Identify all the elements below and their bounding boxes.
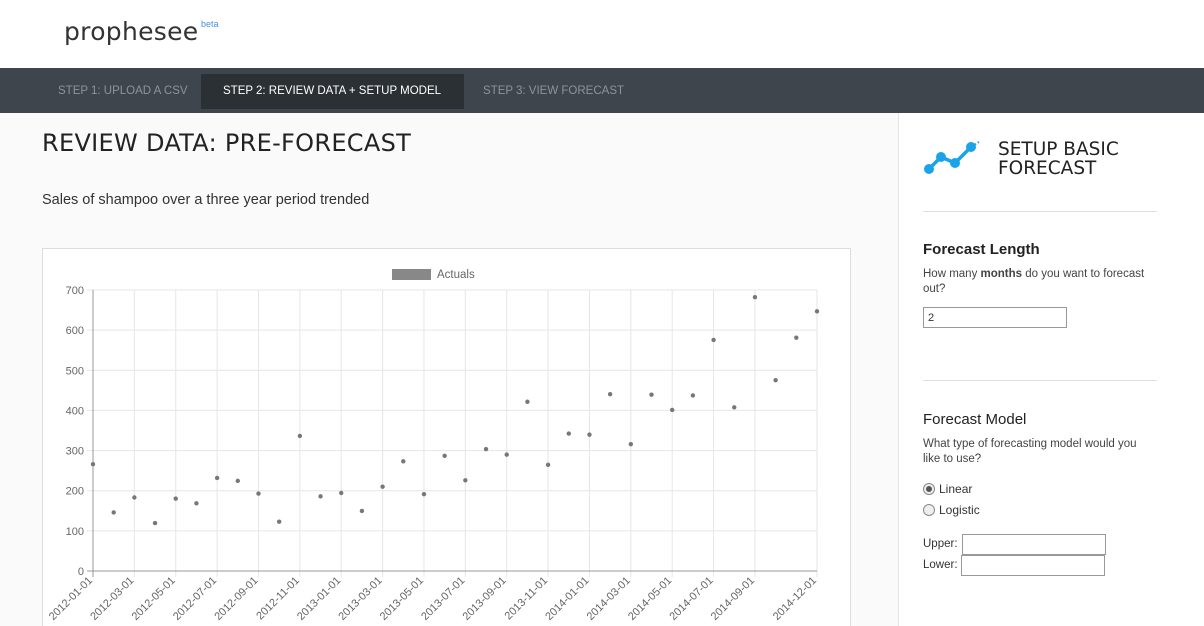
x-tick-label: 2014-12-01	[771, 575, 819, 623]
forecast-model-heading: Forecast Model	[923, 411, 1027, 428]
chart-card: 700 600 500 400 300 200 100 0 2012-01-01 2012-03-…	[42, 248, 851, 626]
question-text: do you want to forecast out?	[923, 268, 1145, 295]
radio-label: Logistic	[939, 503, 980, 517]
main-content: REVIEW DATA: PRE-FORECAST Sales of shamp…	[0, 113, 898, 626]
question-text: How many	[923, 268, 981, 280]
sidebar-title: SETUP BASIC FORECAST	[998, 139, 1119, 179]
data-point	[566, 431, 571, 436]
forecast-length-heading: Forecast Length	[923, 241, 1040, 258]
lower-bound-input[interactable]	[961, 555, 1105, 576]
radio-logistic[interactable]: Logistic	[923, 503, 980, 517]
data-point	[173, 496, 178, 501]
data-point	[256, 491, 261, 496]
x-tick-label: 2012-05-01	[130, 575, 178, 623]
data-point	[504, 452, 509, 457]
divider	[923, 211, 1157, 212]
data-point	[421, 491, 427, 497]
data-point	[194, 501, 199, 506]
x-tick-label: 2013-05-01	[378, 575, 426, 623]
data-point	[628, 441, 634, 447]
data-point	[318, 494, 323, 499]
upper-label: Upper:	[923, 538, 958, 550]
x-tick-label: 2013-07-01	[419, 575, 467, 623]
brand-logo[interactable]: prophesee	[64, 17, 199, 46]
divider	[923, 380, 1157, 381]
x-tick-label: 2014-09-01	[709, 575, 757, 623]
data-point	[607, 392, 613, 397]
top-bar: prophesee beta	[0, 0, 1204, 68]
x-tick-label: 2012-07-01	[171, 575, 219, 623]
data-point	[359, 508, 365, 514]
step-nav: STEP 1: UPLOAD A CSV STEP 2: REVIEW DATA…	[0, 68, 1204, 113]
actuals-scatter-chart: 700 600 500 400 300 200 100 02012-01-012012-03-…	[47, 269, 820, 623]
x-tick-label: 2012-01-01	[47, 575, 95, 623]
data-point	[525, 399, 530, 404]
y-tick-label: 500	[66, 365, 84, 377]
setup-sidebar: SETUP BASIC FORECAST Forecast Length How…	[898, 113, 1204, 626]
y-tick-label: 400	[66, 405, 84, 417]
tab-step-1-upload[interactable]: STEP 1: UPLOAD A CSV	[58, 85, 188, 97]
data-point	[732, 405, 737, 410]
data-point	[380, 484, 385, 489]
data-point	[794, 335, 799, 340]
legend-swatch	[392, 269, 431, 280]
y-tick-label: 0	[78, 566, 84, 578]
data-point	[483, 446, 489, 452]
data-point	[132, 495, 137, 500]
data-point	[773, 378, 778, 383]
x-tick-label: 2012-09-01	[212, 575, 260, 623]
data-point	[545, 462, 551, 468]
data-description: Sales of shampoo over a three year perio…	[42, 192, 370, 208]
x-tick-label: 2012-03-01	[88, 575, 136, 623]
data-point	[649, 392, 654, 397]
x-tick-label: 2013-03-01	[336, 575, 384, 623]
data-point	[235, 478, 240, 484]
data-point	[152, 520, 158, 526]
forecast-length-question: How many months do you want to forecast …	[923, 267, 1153, 297]
x-tick-label: 2014-01-01	[543, 575, 591, 623]
data-point	[214, 475, 220, 481]
forecast-model-question: What type of forecasting model would you…	[923, 438, 1137, 465]
y-tick-label: 100	[66, 526, 84, 538]
data-point	[814, 309, 820, 314]
radio-linear[interactable]: Linear	[923, 482, 972, 496]
data-point	[401, 459, 406, 464]
data-point	[711, 337, 716, 343]
y-tick-label: 700	[66, 285, 84, 297]
x-tick-label: 2014-05-01	[626, 575, 674, 623]
beta-badge: beta	[201, 19, 219, 29]
y-tick-label: 300	[66, 446, 84, 458]
data-point	[297, 433, 303, 439]
page-title: REVIEW DATA: PRE-FORECAST	[42, 129, 412, 157]
tab-step-2-review[interactable]: STEP 2: REVIEW DATA + SETUP MODEL	[201, 74, 464, 109]
x-tick-label: 2014-07-01	[667, 575, 715, 623]
upper-bound-input[interactable]	[962, 534, 1106, 555]
x-tick-label: 2013-09-01	[461, 575, 509, 623]
radio-button[interactable]	[923, 504, 935, 516]
data-point	[587, 432, 592, 437]
lower-label: Lower:	[923, 559, 958, 571]
data-point	[442, 453, 447, 458]
question-emphasis: months	[980, 268, 1023, 280]
tab-step-3-forecast[interactable]: STEP 3: VIEW FORECAST	[483, 85, 625, 97]
data-point	[670, 407, 675, 413]
radio-label: Linear	[939, 482, 973, 496]
data-point	[752, 295, 758, 300]
data-point	[463, 478, 468, 483]
radio-button[interactable]	[923, 483, 935, 495]
data-point	[276, 519, 282, 524]
data-point	[90, 462, 96, 467]
data-point	[690, 393, 696, 398]
x-tick-label: 2014-03-01	[585, 575, 633, 623]
forecast-length-input[interactable]	[923, 307, 1067, 328]
legend-label: Actuals	[437, 269, 475, 281]
y-tick-label: 600	[66, 325, 84, 337]
x-tick-label: 2013-01-01	[295, 575, 343, 623]
y-tick-label: 200	[66, 486, 84, 498]
data-point	[339, 490, 344, 496]
line-chart-icon	[924, 141, 980, 174]
data-point	[111, 510, 116, 515]
